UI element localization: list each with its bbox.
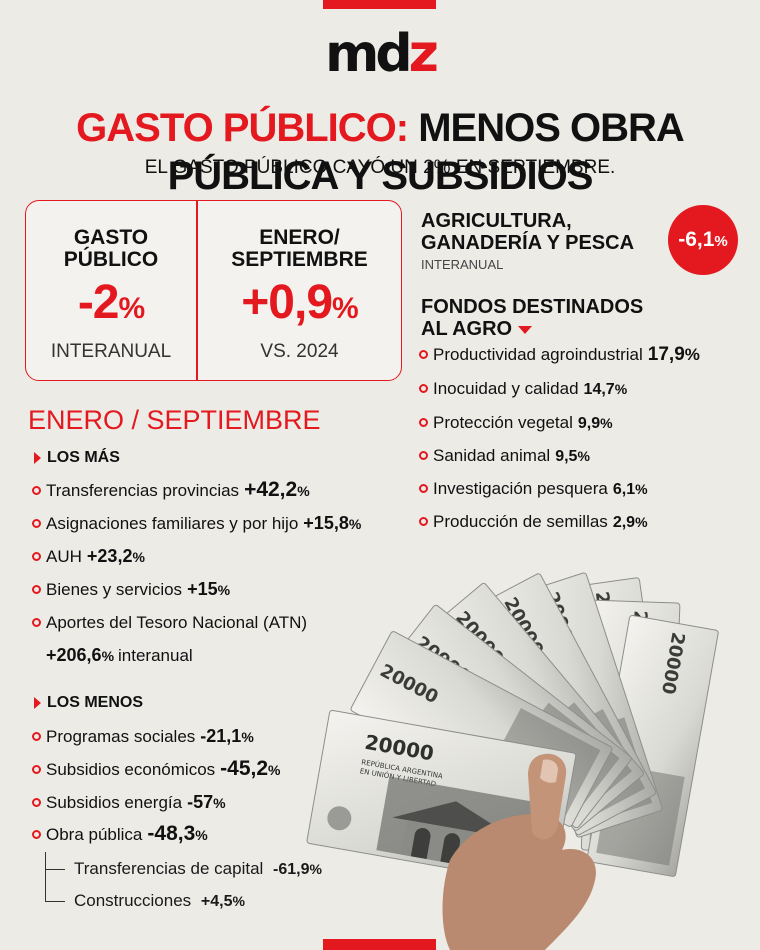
sub-list-item: Transferencias de capital -61,9%	[74, 859, 322, 878]
top-accent-bar	[323, 0, 436, 9]
list-item: Investigación pesquera 6,1%	[419, 478, 648, 501]
headline-red: GASTO PÚBLICO:	[76, 106, 409, 150]
bullet-circle-icon	[32, 830, 41, 839]
subhead: EL GASTO PÚBLICO CAYÓ UN 2% EN SEPTIEMBR…	[144, 157, 616, 178]
list-item-continuation: +206,6% interanual	[46, 645, 193, 665]
bullet-circle-icon	[32, 798, 41, 807]
list-item: Inocuidad y calidad 14,7%	[419, 378, 627, 401]
agro-subtitle: INTERANUAL	[421, 257, 504, 272]
list-item: Programas sociales -21,1%	[32, 725, 254, 748]
bullet-circle-icon	[419, 418, 428, 427]
stat-value: +0,9%	[241, 276, 358, 329]
stat-note: INTERANUAL	[50, 341, 172, 362]
bullet-circle-icon	[32, 552, 41, 561]
list-item: Productividad agroindustrial 17,9%	[419, 344, 700, 366]
bullet-circle-icon	[419, 517, 428, 526]
list-item: Asignaciones familiares y por hijo +15,8…	[32, 512, 361, 535]
stat-value: -2%	[77, 276, 145, 329]
tree-line	[45, 901, 65, 902]
stat-box: GASTO PÚBLICO -2% INTERANUAL ENERO/SEPTIE…	[25, 200, 402, 381]
headline: GASTO PÚBLICO: MENOS OBRA PÚBLICA Y SUBS…	[0, 104, 760, 200]
list-item: Subsidios económicos -45,2%	[32, 758, 280, 781]
sub-list-item: Construcciones +4,5%	[74, 891, 245, 910]
tree-line	[45, 869, 65, 870]
bullet-circle-icon	[419, 451, 428, 460]
list-item: Sanidad animal 9,5%	[419, 445, 590, 468]
list-item: Bienes y servicios +15%	[32, 578, 230, 601]
bullet-circle-icon	[32, 519, 41, 528]
section-title: ENERO / SEPTIEMBRE	[28, 405, 321, 435]
agro-title: AGRICULTURA, GANADERÍA Y PESCA	[421, 210, 635, 254]
list-item: Protección vegetal 9,9%	[419, 412, 613, 435]
tree-line	[45, 852, 46, 902]
triangle-down-icon	[518, 325, 533, 334]
bullet-circle-icon	[32, 732, 41, 741]
list-item: Transferencias provincias +42,2%	[32, 479, 310, 502]
group-title-los-menos: LOS MENOS	[34, 693, 143, 713]
bullet-circle-icon	[32, 765, 41, 774]
bullet-circle-icon	[32, 585, 41, 594]
stat-label: ENERO/SEPTIEMBRE	[231, 226, 368, 271]
fondos-title: FONDOS DESTINADOS AL AGRO	[421, 296, 644, 340]
agro-badge: -6,1%	[668, 205, 738, 275]
list-item: Subsidios energía -57%	[32, 791, 226, 814]
mdz-logo: mdz	[325, 24, 439, 84]
bullet-circle-icon	[419, 484, 428, 493]
list-item: Producción de semillas 2,9%	[419, 511, 648, 534]
triangle-right-icon	[34, 452, 41, 464]
stat-label: GASTO PÚBLICO	[63, 226, 159, 271]
banknotes-illustration: 20000 20000 REPÚBLICA ARGENTINA EN UNIÓN…	[306, 571, 720, 950]
list-item: AUH +23,2%	[32, 545, 145, 568]
group-title-los-mas: LOS MÁS	[34, 448, 120, 468]
bullet-circle-icon	[32, 618, 41, 627]
stat-divider	[196, 201, 198, 380]
stat-enero-septiembre: ENERO/SEPTIEMBRE +0,9% VS. 2024	[198, 201, 401, 380]
stat-gasto-publico: GASTO PÚBLICO -2% INTERANUAL	[26, 201, 196, 380]
bullet-circle-icon	[419, 384, 428, 393]
bottom-accent-bar	[323, 939, 436, 950]
headline-black: MENOS OBRA PÚBLICA Y SUBSIDIOS	[167, 106, 685, 198]
list-item: Aportes del Tesoro Nacional (ATN)	[32, 612, 307, 634]
bullet-circle-icon	[419, 350, 428, 359]
bullet-circle-icon	[32, 486, 41, 495]
triangle-right-icon	[34, 697, 41, 709]
stat-note: VS. 2024	[260, 341, 339, 362]
list-item: Obra pública -48,3%	[32, 823, 208, 846]
hand-illustration	[442, 753, 596, 950]
